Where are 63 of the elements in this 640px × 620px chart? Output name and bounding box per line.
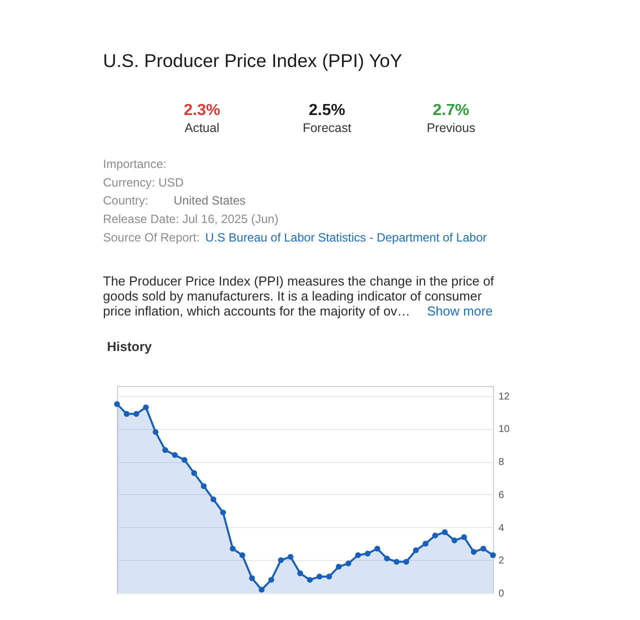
point [133,411,140,417]
y-tick-label: 0 [498,588,504,600]
point [461,534,467,540]
point [114,401,120,407]
text: U.S Bureau of Labor Statistics - Department of Labor [205,230,487,245]
text: U.S. Producer Price Index (PPI) YoY [103,50,402,71]
point [297,570,304,576]
point [490,552,496,558]
point [239,552,246,558]
text: Previous [426,121,476,135]
text: 2.3% [184,102,220,119]
point [249,575,255,582]
point [374,546,380,552]
y-tick-label: 10 [498,424,510,436]
point [200,483,207,490]
point [384,556,390,562]
point [172,452,178,458]
text: Importance: [103,156,166,171]
point [152,429,158,435]
text: Release Date: Jul 16, 2025 (Jun) [103,212,278,226]
text: United States [174,194,246,208]
text: Country: [103,194,148,208]
point [182,457,188,463]
point [480,546,486,552]
point [326,574,332,580]
point [288,554,294,560]
point [124,411,130,417]
text: 2.7% [432,102,470,119]
point [470,549,477,555]
point [364,550,371,556]
y-tick-label: 2 [498,556,504,567]
point [432,532,438,538]
point [191,470,198,476]
text: Actual [184,121,220,135]
point [336,564,342,570]
point [394,558,400,565]
point [306,576,313,583]
point [210,496,216,502]
point [258,586,265,593]
text: 2.5% [308,102,346,119]
point [143,404,149,410]
point [442,529,448,536]
point [162,447,168,453]
point [355,552,361,558]
chart-title: History [107,338,153,354]
y-tick-label: 4 [498,522,504,534]
point [412,547,419,554]
point [403,558,410,565]
text: Forecast [302,121,352,135]
point [422,540,428,547]
point [345,560,352,566]
text: Show more [427,303,493,318]
y-tick-label: 6 [498,490,504,501]
text: Currency: USD [103,175,184,190]
source-note: Source Of Report: [103,230,200,245]
point [316,574,322,580]
y-tick-label: 8 [498,457,504,468]
y-tick-label: 12 [498,391,510,402]
point [452,538,458,544]
point [230,546,236,552]
point [220,510,226,516]
point [278,557,284,564]
point [268,576,274,583]
